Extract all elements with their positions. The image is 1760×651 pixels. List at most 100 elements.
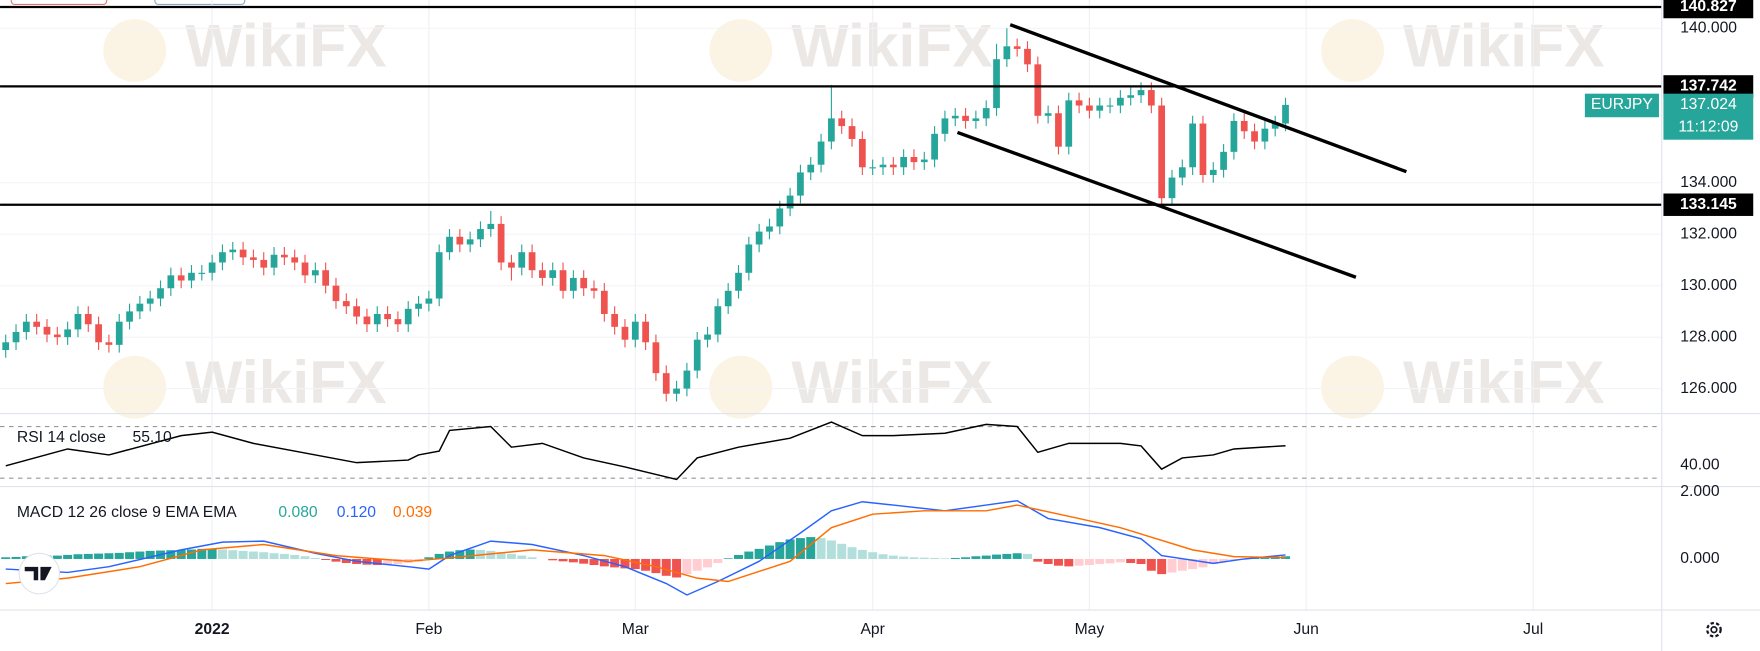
candle-body	[673, 388, 680, 394]
candle-body	[755, 231, 763, 245]
candle-body	[786, 195, 794, 209]
candle-body	[962, 115, 969, 121]
macd-histogram-bar	[1012, 553, 1022, 559]
macd-histogram-value: 0.080	[278, 504, 318, 521]
candle-body	[250, 257, 257, 260]
candle-body	[394, 319, 402, 325]
toolbar-button[interactable]	[10, 0, 108, 6]
macd-histogram-bar	[682, 558, 692, 575]
candle-body	[910, 156, 918, 163]
macd-histogram-bar	[579, 558, 589, 564]
macd-histogram-bar	[1157, 558, 1167, 575]
macd-histogram-bar	[630, 558, 640, 570]
macd-histogram-bar	[930, 557, 940, 559]
macd-histogram-bar	[1167, 558, 1177, 573]
candle-body	[528, 252, 536, 271]
candle-body	[1209, 169, 1217, 175]
macd-histogram-bar	[826, 540, 836, 559]
watermark: WikiFX	[791, 348, 993, 416]
candle-body	[146, 298, 154, 304]
candle-body	[115, 321, 123, 345]
candle-body	[1251, 131, 1258, 142]
candle-body	[384, 313, 391, 320]
macd-histogram-bar	[496, 552, 506, 559]
candle-body	[1261, 128, 1269, 142]
macd-histogram-bar	[1177, 558, 1187, 571]
rsi-value: 55.10	[132, 429, 172, 446]
candle-body	[1013, 46, 1021, 49]
candle-body	[941, 118, 949, 134]
macd-histogram-bar	[52, 555, 62, 559]
settings-icon[interactable]	[1706, 621, 1722, 638]
candle-body	[95, 324, 102, 343]
watermark-logo	[709, 355, 773, 419]
macd-histogram-bar	[1, 557, 11, 559]
macd-histogram-bar	[1053, 558, 1063, 566]
macd-histogram-bar	[372, 558, 382, 566]
macd-histogram-bar	[950, 557, 960, 559]
macd-histogram-bar	[723, 558, 733, 559]
macd-histogram-bar	[424, 557, 434, 559]
macd-histogram-bar	[878, 554, 888, 559]
candle-body	[766, 226, 773, 232]
logo-glyph[interactable]	[24, 566, 52, 581]
watermark: WikiFX	[1403, 348, 1605, 416]
candle-body	[807, 164, 815, 173]
macd-histogram-bar	[940, 558, 950, 559]
candle-body	[590, 288, 598, 291]
watermark-logo	[1321, 355, 1384, 419]
candle-body	[920, 159, 928, 163]
toolbar-button[interactable]	[154, 0, 246, 6]
macd-histogram-bar	[909, 557, 919, 559]
candle-body	[291, 257, 299, 263]
candle-body	[1086, 105, 1093, 111]
candle-body	[621, 326, 629, 340]
labels: 2022 Feb Mar Apr May Jun Jul 126.000 128.000 130.…	[195, 0, 1754, 638]
macd-histogram-bar	[1136, 558, 1146, 565]
macd-histogram-bar	[11, 556, 21, 559]
level-label-box	[1663, 0, 1754, 19]
candle-body	[1065, 100, 1073, 147]
macd-histogram-bar	[713, 558, 723, 564]
candle-body	[611, 313, 619, 327]
candle-body	[869, 167, 877, 169]
logo[interactable]	[18, 552, 61, 595]
y-tick-label: 134.000	[1680, 174, 1737, 191]
candle-body	[1075, 100, 1083, 106]
watermark: WikiFX	[1403, 12, 1605, 80]
candle-body	[1240, 120, 1248, 132]
x-tick-label: Jun	[1293, 621, 1318, 638]
macd-histogram-bar	[125, 552, 135, 559]
macd-histogram-bar	[1105, 558, 1115, 564]
candle-body	[662, 373, 670, 394]
countdown-label: 11:12:09	[1678, 119, 1738, 136]
macd-histogram-bar	[1208, 558, 1218, 565]
macd-histogram-bar	[1229, 558, 1239, 560]
macd-histogram-bar	[919, 557, 929, 559]
macd-histogram-bar	[259, 552, 269, 559]
candle-body	[126, 311, 133, 322]
candle-body	[745, 244, 753, 273]
candle-body	[549, 270, 557, 278]
macd-histogram-bar	[1260, 557, 1270, 559]
gear-hub[interactable]	[1710, 626, 1718, 634]
macd-histogram-bar	[310, 557, 320, 559]
watermark: WikiFX	[791, 12, 993, 80]
candle-body	[487, 223, 495, 230]
macd-histogram-bar	[764, 545, 774, 559]
macd-histogram-bar	[775, 542, 785, 559]
candle-body	[848, 126, 856, 139]
candle-body	[404, 308, 412, 325]
candle-body	[229, 249, 237, 253]
gear[interactable]	[1706, 621, 1722, 638]
macd-histogram-bar	[145, 550, 155, 559]
candle-body	[239, 249, 247, 258]
macd-histogram-bar	[899, 556, 909, 559]
y-tick-label: 128.000	[1680, 328, 1737, 345]
logo-circle[interactable]	[18, 552, 61, 595]
macd-histogram-bar	[176, 549, 186, 559]
candle-body	[208, 262, 216, 273]
candle-body	[188, 272, 195, 281]
candle-body	[652, 342, 660, 374]
